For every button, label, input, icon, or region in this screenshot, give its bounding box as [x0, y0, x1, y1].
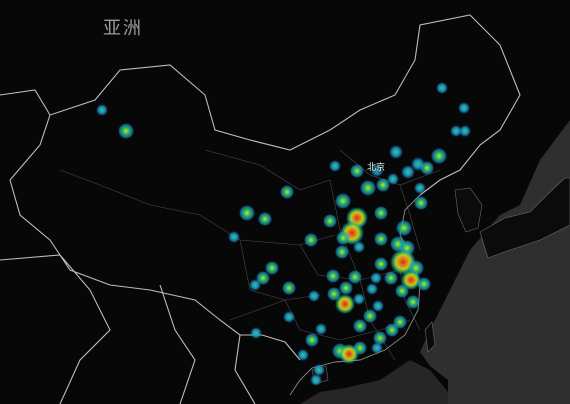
heat-point — [250, 327, 262, 339]
heat-point — [458, 102, 470, 114]
heat-point — [450, 125, 462, 137]
heat-point — [374, 206, 388, 220]
city-label-beijing: 北京 — [367, 163, 386, 173]
heat-point — [265, 261, 279, 275]
heat-point — [323, 214, 337, 228]
heat-point — [431, 148, 447, 164]
heat-point — [280, 185, 294, 199]
heat-point — [459, 125, 471, 137]
heat-point — [304, 233, 318, 247]
heat-point — [396, 220, 412, 236]
heat-point — [297, 349, 309, 361]
heat-point — [363, 309, 377, 323]
heat-point — [389, 145, 403, 159]
heat-point — [414, 196, 428, 210]
heat-point — [315, 323, 327, 335]
heat-point — [335, 245, 349, 259]
heat-point — [366, 283, 378, 295]
heat-point — [384, 271, 398, 285]
heat-point — [310, 374, 322, 386]
heat-point — [258, 212, 272, 226]
sea-south — [300, 360, 448, 404]
heat-point — [313, 364, 325, 376]
coastline — [289, 194, 421, 396]
heat-layer — [96, 82, 471, 386]
sea-east — [420, 120, 570, 404]
heat-point — [395, 284, 409, 298]
heat-point — [372, 300, 384, 312]
heat-point — [326, 269, 340, 283]
heat-point — [374, 257, 388, 271]
heat-point — [239, 205, 255, 221]
taiwan-land — [424, 321, 436, 353]
heat-point — [339, 281, 353, 295]
heat-point — [353, 241, 365, 253]
country-borders — [0, 14, 521, 404]
heat-point — [339, 344, 359, 364]
heat-point — [118, 123, 134, 139]
heat-point — [305, 333, 319, 347]
heat-point — [329, 160, 341, 172]
heat-point — [414, 182, 426, 194]
heat-point — [249, 279, 261, 291]
heat-point — [335, 193, 351, 209]
heat-point — [228, 231, 240, 243]
heat-point — [387, 173, 399, 185]
heat-point — [336, 231, 350, 245]
heat-point — [353, 293, 365, 305]
heat-point — [406, 295, 420, 309]
heat-point — [420, 161, 434, 175]
heat-point — [353, 319, 367, 333]
heat-point — [401, 270, 421, 290]
heat-point — [282, 281, 296, 295]
heat-point — [350, 164, 364, 178]
heat-point — [96, 104, 108, 116]
heat-point — [308, 290, 320, 302]
continent-label: 亚洲 — [103, 18, 143, 39]
heat-point — [360, 180, 376, 196]
heat-point — [348, 270, 362, 284]
heat-point — [335, 294, 355, 314]
heat-point — [370, 163, 384, 177]
heat-point — [417, 277, 431, 291]
heat-point — [376, 178, 390, 192]
japan-land — [479, 177, 570, 259]
heat-point — [373, 331, 387, 345]
heat-point — [371, 342, 383, 354]
heat-point — [283, 311, 295, 323]
heat-point — [370, 272, 382, 284]
korea-land — [454, 187, 483, 233]
heat-point — [401, 165, 415, 179]
heat-point — [436, 82, 448, 94]
heat-point — [374, 232, 388, 246]
heat-point — [385, 323, 399, 337]
